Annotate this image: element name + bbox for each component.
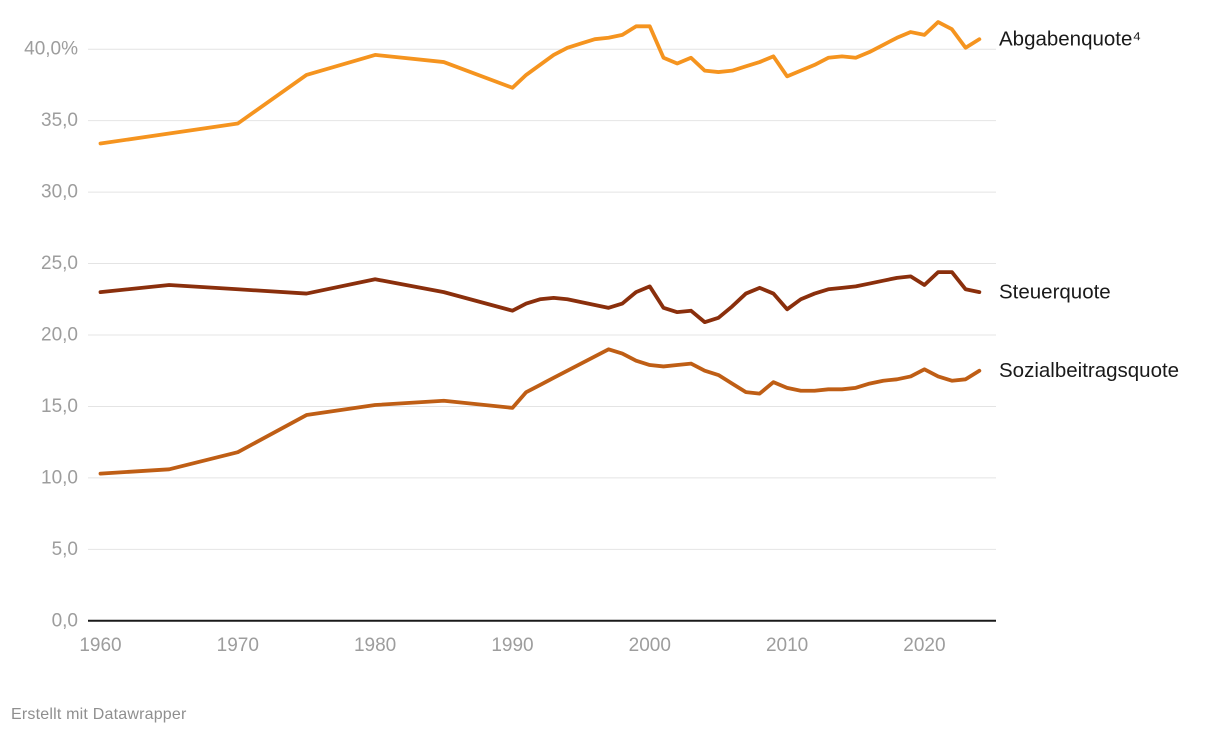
line-abgabenquote	[98, 20, 982, 146]
gridlines	[88, 48, 996, 622]
y-tick-label-20: 20,0	[41, 325, 78, 346]
y-axis-tick-labels: 0,0 5,0 10,0 15,0 20,0 25,0 30,0 35,0 40,0%	[24, 39, 78, 632]
series-label-sozialbeitragsquote: Sozialbeitragsquote	[999, 359, 1179, 382]
y-tick-label-30: 30,0	[41, 182, 78, 203]
line-steuerquote	[98, 270, 982, 325]
x-tick-label-2010: 2010	[766, 635, 808, 656]
series-labels: Abgabenquote⁴ Steuerquote Sozialbeitragsqu…	[999, 28, 1179, 383]
series-lines	[98, 20, 982, 476]
line-chart-canvas: 0,0 5,0 10,0 15,0 20,0 25,0 30,0 35,0 40,0% 1960…	[24, 20, 1179, 656]
y-tick-label-25: 25,0	[41, 253, 78, 274]
y-tick-label-5: 5,0	[52, 539, 78, 560]
x-tick-label-2020: 2020	[903, 635, 945, 656]
y-tick-label-40: 40,0%	[24, 39, 78, 60]
x-tick-label-2000: 2000	[629, 635, 671, 656]
x-tick-label-1990: 1990	[491, 635, 533, 656]
y-tick-label-0: 0,0	[52, 610, 78, 631]
x-tick-label-1970: 1970	[217, 635, 259, 656]
series-label-steuerquote: Steuerquote	[999, 281, 1111, 304]
x-axis-tick-labels: 1960 1970 1980 1990 2000 2010 2020	[79, 635, 945, 656]
y-tick-label-35: 35,0	[41, 110, 78, 131]
x-tick-label-1980: 1980	[354, 635, 396, 656]
y-tick-label-15: 15,0	[41, 396, 78, 417]
series-label-abgabenquote: Abgabenquote⁴	[999, 28, 1141, 51]
line-sozialbeitragsquote	[98, 347, 982, 476]
x-tick-label-1960: 1960	[79, 635, 121, 656]
datawrapper-attribution: Erstellt mit Datawrapper	[11, 706, 187, 723]
y-tick-label-10: 10,0	[41, 467, 78, 488]
